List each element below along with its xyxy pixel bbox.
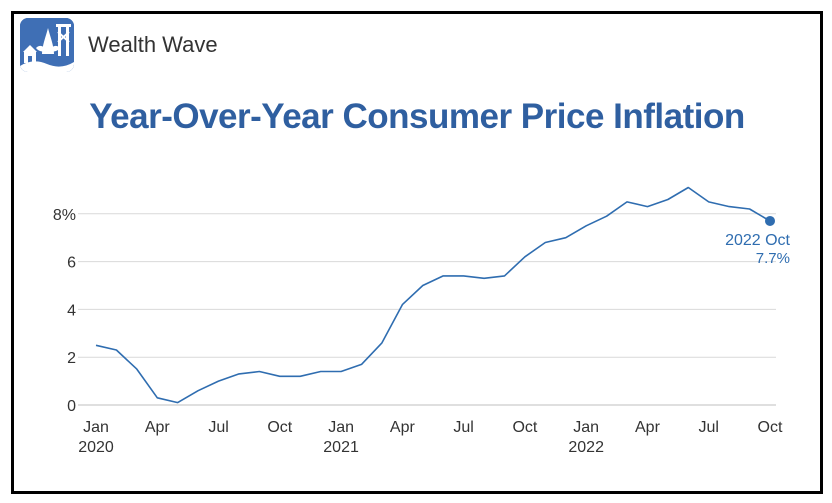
latest-value-label: 7.7%: [756, 250, 790, 267]
x-tick-label: Jan: [328, 419, 354, 436]
y-tick-label: 0: [67, 398, 76, 415]
x-tick-label: Jul: [699, 419, 719, 436]
y-tick-label: 4: [67, 302, 76, 319]
chart-title: Year-Over-Year Consumer Price Inflation: [89, 97, 745, 136]
x-tick-label: Jan: [83, 419, 109, 436]
brand-header: Wealth Wave: [20, 18, 218, 72]
x-tick-label: Apr: [390, 419, 416, 436]
x-tick-label: Jul: [208, 419, 228, 436]
cpi-series-line: [95, 186, 771, 404]
x-tick-year-label: 2021: [323, 439, 359, 456]
x-tick-label: Oct: [758, 419, 783, 436]
brand-name: Wealth Wave: [88, 32, 218, 57]
chart-frame: Wealth Wave Year-Over-Year Consumer Pric…: [11, 11, 823, 494]
x-tick-label: Jan: [573, 419, 599, 436]
x-tick-year-label: 2020: [78, 439, 114, 456]
wealth-wave-logo-icon: [20, 18, 74, 72]
latest-value-marker: [765, 215, 775, 226]
y-tick-label: 8%: [53, 207, 76, 224]
x-tick-label: Apr: [145, 419, 171, 436]
x-tick-label: Jul: [453, 419, 473, 436]
inflation-line-chart: 0 2 4 6 8% Jan 2020 Apr Jul Oct Jan 2021 Apr Jul Oct Ja…: [53, 186, 791, 456]
x-tick-label: Oct: [267, 419, 292, 436]
y-tick-label: 2: [67, 350, 76, 367]
x-tick-label: Apr: [635, 419, 661, 436]
x-tick-label: Oct: [512, 419, 537, 436]
latest-date-label: 2022 Oct: [725, 232, 790, 249]
x-tick-year-label: 2022: [568, 439, 604, 456]
y-tick-label: 6: [67, 255, 76, 272]
